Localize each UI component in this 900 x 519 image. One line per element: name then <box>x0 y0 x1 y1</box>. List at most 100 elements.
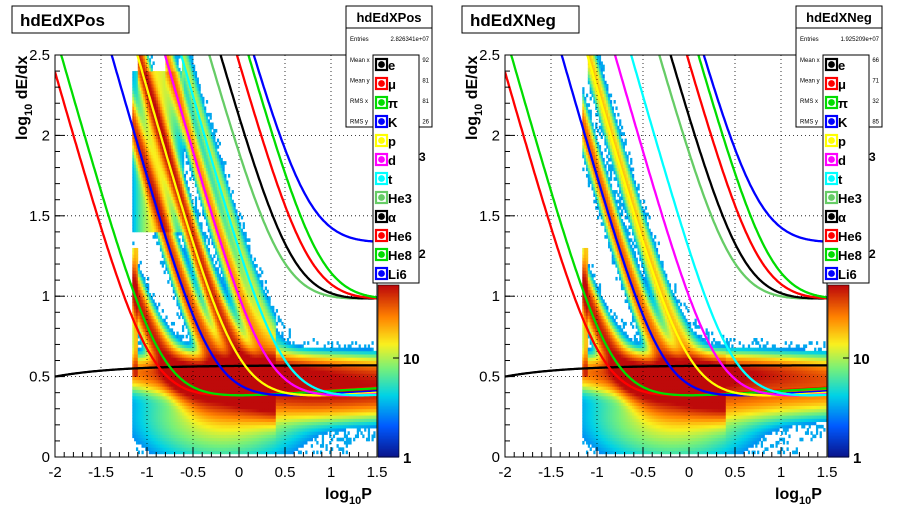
heatmap-cell <box>200 428 203 432</box>
heatmap-cell <box>132 90 135 94</box>
heatmap-cell <box>174 280 177 284</box>
heatmap-cell <box>205 128 209 133</box>
heatmap-cell <box>198 318 201 323</box>
heatmap-cell <box>152 379 155 384</box>
heatmap-cell <box>163 138 166 143</box>
heatmap-cell <box>193 235 196 239</box>
heatmap-cell <box>134 254 137 259</box>
heatmap-cell <box>216 357 220 361</box>
heatmap-cell <box>152 80 155 85</box>
heatmap-cell <box>174 444 177 448</box>
heatmap-cell <box>211 132 214 136</box>
heatmap-cell <box>191 154 194 159</box>
heatmap-cell <box>147 354 150 358</box>
heatmap-cell <box>198 447 201 451</box>
heatmap-cell <box>216 395 220 400</box>
heatmap-cell <box>139 341 142 345</box>
heatmap-cell <box>191 141 194 146</box>
heatmap-cell <box>170 418 174 423</box>
heatmap-cell <box>178 109 181 114</box>
heatmap-cell <box>156 87 159 91</box>
heatmap-cell <box>174 119 177 123</box>
heatmap-cell <box>207 196 210 201</box>
heatmap-cell <box>163 411 166 416</box>
heatmap-cell <box>158 87 161 91</box>
heatmap-cell <box>215 235 218 239</box>
heatmap-cell <box>141 373 144 377</box>
heatmap-cell <box>167 328 170 332</box>
heatmap-cell <box>187 112 190 117</box>
heatmap-cell <box>161 434 164 439</box>
heatmap-cell <box>202 148 205 152</box>
heatmap-cell <box>191 383 194 387</box>
heatmap-cell <box>180 183 183 188</box>
heatmap-cell <box>159 405 163 410</box>
heatmap-cell <box>147 424 150 429</box>
heatmap-cell <box>165 164 168 168</box>
heatmap-cell <box>183 71 187 75</box>
heatmap-cell <box>187 96 190 101</box>
heatmap-cell <box>191 286 194 291</box>
heatmap-cell <box>181 215 185 220</box>
heatmap-cell <box>178 389 181 394</box>
heatmap-cell <box>189 450 192 455</box>
heatmap-cell <box>141 334 144 339</box>
heatmap-cell <box>176 254 179 259</box>
heatmap-cell <box>211 276 214 281</box>
heatmap-cell <box>196 395 199 400</box>
heatmap-cell <box>178 434 181 439</box>
heatmap-cell <box>209 421 212 426</box>
heatmap-cell <box>180 428 183 432</box>
heatmap-cell <box>141 116 144 120</box>
heatmap-cell <box>139 260 142 265</box>
heatmap-cell <box>169 228 172 233</box>
heatmap-cell <box>216 444 220 448</box>
heatmap-cell <box>189 80 192 85</box>
heatmap-cell <box>169 273 172 278</box>
heatmap-cell <box>132 215 135 220</box>
heatmap-cell <box>202 109 205 114</box>
heatmap-cell <box>154 331 157 336</box>
heatmap-cell <box>200 402 203 406</box>
heatmap-cell <box>159 325 163 329</box>
heatmap-cell <box>145 389 148 394</box>
heatmap-cell <box>205 154 209 159</box>
heatmap-cell <box>134 376 137 381</box>
heatmap-cell <box>181 151 185 156</box>
heatmap-cell <box>152 206 155 210</box>
heatmap-cell <box>163 74 166 78</box>
heatmap-cell <box>174 96 177 101</box>
heatmap-cell <box>150 421 153 426</box>
heatmap-cell <box>135 228 139 233</box>
heatmap-cell <box>174 399 177 403</box>
heatmap-cell <box>174 206 177 210</box>
heatmap-cell <box>196 222 199 226</box>
heatmap-cell <box>215 161 218 165</box>
heatmap-cell <box>147 202 150 207</box>
heatmap-cell <box>193 77 196 82</box>
heatmap-cell <box>150 161 153 165</box>
heatmap-cell <box>145 154 148 159</box>
heatmap-cell <box>154 148 157 152</box>
heatmap-cell <box>216 399 220 403</box>
heatmap-cell <box>169 431 172 435</box>
heatmap-cell <box>154 109 157 114</box>
heatmap-cell <box>141 112 144 117</box>
heatmap-cell <box>181 157 185 162</box>
heatmap-cell <box>183 244 187 249</box>
heatmap-cell <box>181 106 185 111</box>
heatmap-cell <box>178 415 181 419</box>
heatmap-cell <box>176 405 179 410</box>
heatmap-cell <box>198 212 201 217</box>
heatmap-cell <box>167 257 170 262</box>
heatmap-cell <box>176 219 179 223</box>
heatmap-cell <box>189 376 192 381</box>
heatmap-cell <box>194 296 198 300</box>
heatmap-cell <box>159 202 163 207</box>
heatmap-cell <box>204 180 207 185</box>
heatmap-cell <box>161 202 164 207</box>
heatmap-cell <box>156 241 159 246</box>
heatmap-cell <box>191 161 194 165</box>
heatmap-cell <box>148 215 152 220</box>
heatmap-cell <box>193 141 196 146</box>
